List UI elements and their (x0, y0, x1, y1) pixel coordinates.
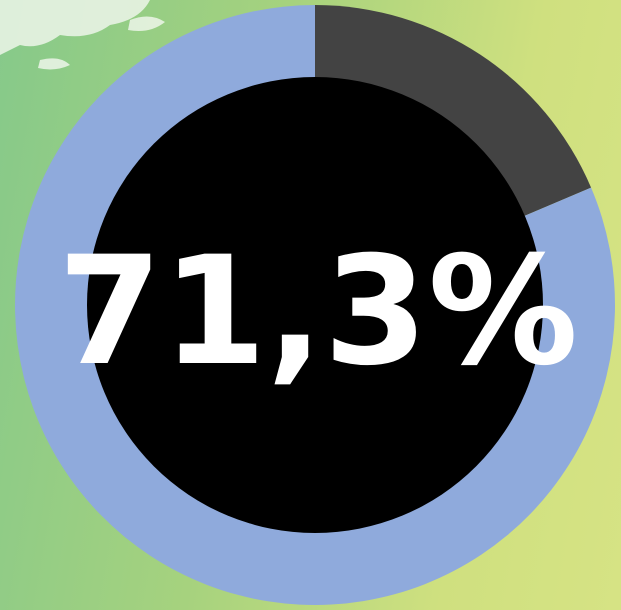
center-label: 71,3% (58, 225, 578, 399)
map-shape (0, 0, 150, 55)
map-decoration (0, 0, 165, 70)
donut-hole (87, 77, 543, 533)
map-shape (38, 58, 70, 70)
map-shape (128, 16, 165, 31)
donut (15, 5, 616, 605)
